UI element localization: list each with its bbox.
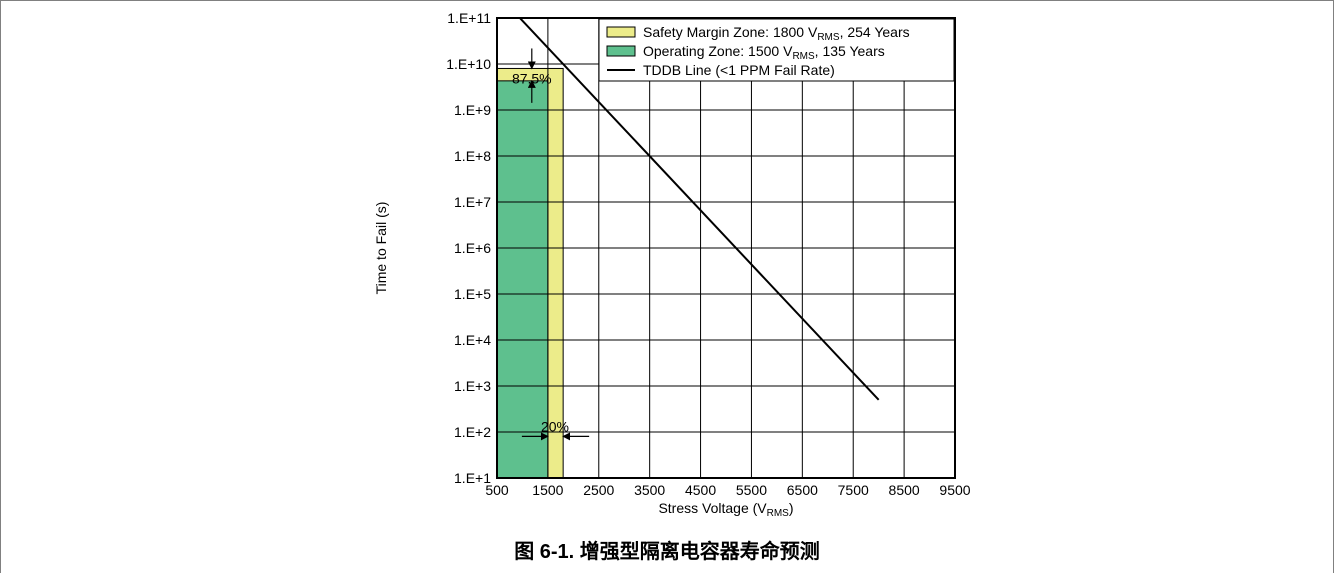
legend-label-tddb: TDDB Line (<1 PPM Fail Rate) — [643, 62, 835, 78]
x-axis-label: Stress Voltage (VRMS) — [658, 500, 793, 519]
legend-label-safety-margin: Safety Margin Zone: 1800 VRMS, 254 Years — [643, 24, 910, 43]
y-tick-label: 1.E+10 — [446, 56, 491, 72]
x-tick-label: 6500 — [787, 482, 818, 498]
y-tick-label: 1.E+3 — [454, 378, 491, 394]
legend-label-operating: Operating Zone: 1500 VRMS, 135 Years — [643, 43, 885, 62]
x-tick-label: 4500 — [685, 482, 716, 498]
x-tick-label: 1500 — [532, 482, 563, 498]
legend-swatch — [606, 45, 636, 57]
legend-box — [598, 18, 955, 82]
x-tick-label: 5500 — [736, 482, 767, 498]
y-tick-label: 1.E+2 — [454, 424, 491, 440]
x-tick-label: 2500 — [583, 482, 614, 498]
tddb-line — [518, 18, 880, 401]
y-tick-label: 1.E+5 — [454, 286, 491, 302]
tddb-chart: 500 1500 2500 3500 4500 5500 6500 7500 8500 9500 1… — [373, 10, 971, 519]
plot-border — [496, 17, 956, 479]
x-axis-label-sub: RMS — [767, 508, 790, 519]
y-tick-label: 1.E+11 — [447, 10, 491, 26]
x-tick-label: 3500 — [634, 482, 665, 498]
annotation-label-87-5: 87.5% — [512, 70, 552, 86]
x-tick-label: 500 — [485, 482, 509, 498]
x-tick-label: 8500 — [889, 482, 920, 498]
x-tick-label: 7500 — [838, 482, 869, 498]
y-tick-label: 1.E+8 — [454, 148, 491, 164]
x-axis-label-end: ) — [789, 500, 794, 516]
y-tick-label: 1.E+4 — [454, 332, 491, 348]
x-tick-label: 9500 — [939, 482, 970, 498]
figure-caption: 图 6-1. 增强型隔离电容器寿命预测 — [514, 541, 820, 563]
y-axis-label: Time to Fail (s) — [373, 202, 389, 295]
x-axis-label-main: Stress Voltage (V — [658, 500, 767, 516]
y-tick-label: 1.E+9 — [454, 102, 491, 118]
annotation-label-20: 20% — [541, 418, 569, 434]
top-border — [0, 0, 1334, 1]
y-tick-label: 1.E+1 — [454, 470, 491, 486]
y-tick-label: 1.E+6 — [454, 240, 491, 256]
legend: Safety Margin Zone: 1800 VRMS, 254 Years… — [598, 18, 955, 82]
legend-swatch — [606, 26, 636, 38]
y-tick-label: 1.E+7 — [454, 194, 491, 210]
